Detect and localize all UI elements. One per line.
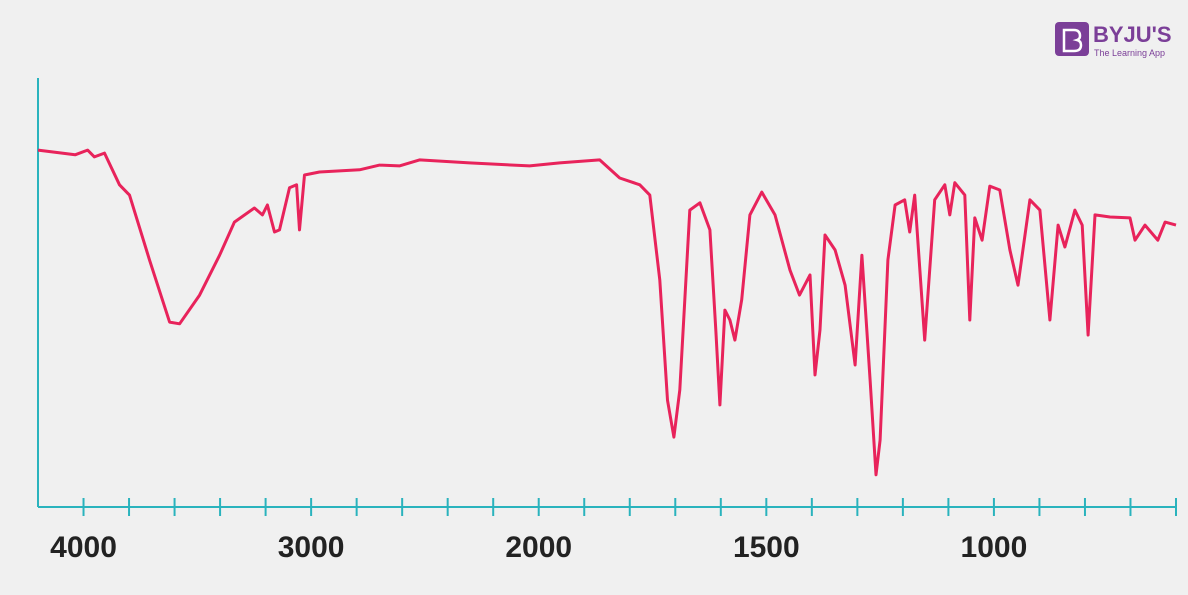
x-tick-label: 4000	[50, 531, 117, 564]
x-tick-label: 3000	[278, 531, 345, 564]
logo: BYJU'S The Learning App	[1055, 22, 1172, 58]
logo-glyph	[1062, 28, 1083, 53]
x-tick-label: 1500	[733, 531, 800, 564]
logo-tagline: The Learning App	[1094, 48, 1165, 58]
spectrum-line	[37, 148, 1177, 477]
logo-brand: BYJU'S	[1093, 22, 1172, 47]
x-tick-label: 1000	[961, 531, 1028, 564]
x-tick-label: 2000	[505, 531, 572, 564]
